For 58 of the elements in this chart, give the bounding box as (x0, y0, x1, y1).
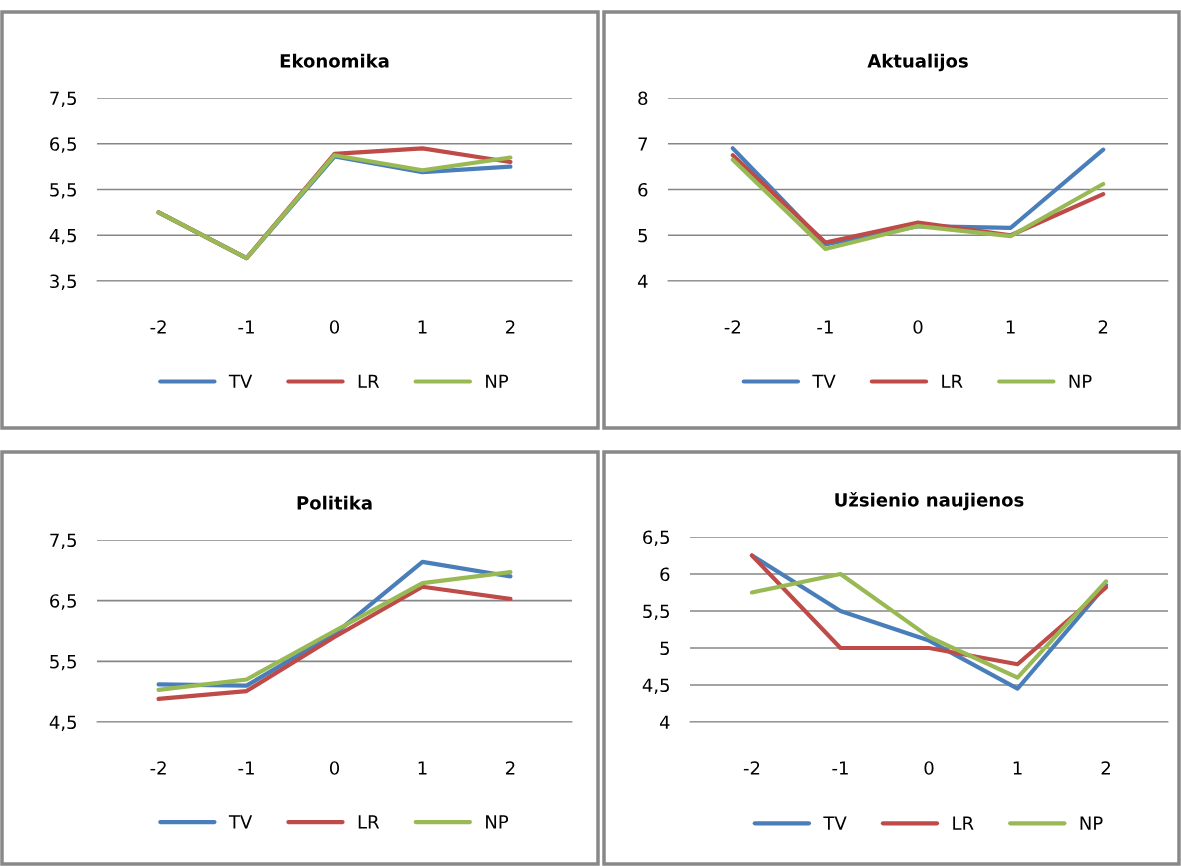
legend-label: TV (228, 374, 253, 388)
x-tick-label: -2 (150, 320, 166, 334)
x-tick-label: 2 (1098, 320, 1108, 334)
chart-title: Politika (297, 495, 372, 510)
line-series (156, 584, 513, 702)
x-tick-label: 0 (329, 320, 340, 334)
x-tick-label: 2 (1101, 761, 1110, 775)
x-tick-label: 2 (506, 320, 515, 334)
legend-label: TV (823, 816, 847, 830)
x-tick-label: -1 (238, 320, 254, 334)
y-tick-label: 5,5 (50, 655, 76, 671)
x-tick-label: 1 (418, 320, 427, 334)
y-tick-label: 5,5 (50, 183, 76, 199)
y-tick-label: 4,5 (49, 228, 76, 245)
legend-label: LR (358, 374, 380, 388)
y-tick-label: 5,5 (643, 604, 669, 620)
y-tick-label: 6,5 (50, 594, 76, 610)
legend-label: NP (486, 815, 509, 829)
x-tick-label: -2 (724, 320, 741, 334)
legend-label: TV (228, 815, 253, 829)
x-tick-label: 0 (329, 761, 340, 775)
y-tick-label: 5 (660, 641, 669, 656)
y-tick-label: 7,5 (50, 91, 76, 107)
legend-label: TV (812, 374, 836, 388)
y-tick-label: 4 (659, 715, 670, 729)
x-tick-label: -1 (817, 320, 833, 334)
line-series (749, 571, 1109, 680)
y-tick-label: 4 (637, 274, 648, 288)
y-tick-label: 4,5 (642, 678, 669, 694)
y-tick-label: 5 (638, 228, 647, 243)
y-tick-label: 8 (638, 91, 648, 106)
x-tick-label: 2 (506, 761, 515, 775)
x-tick-label: 0 (924, 761, 934, 775)
y-tick-label: 6,5 (50, 137, 76, 153)
x-tick-label: 1 (1013, 761, 1022, 775)
x-tick-label: 1 (1006, 320, 1015, 334)
y-tick-label: 6 (638, 182, 648, 197)
chart-title: Aktualijos (867, 53, 968, 72)
legend-label: LR (358, 815, 380, 829)
x-tick-label: -1 (238, 761, 254, 775)
x-tick-label: 0 (913, 320, 923, 334)
y-tick-label: 7,5 (50, 533, 76, 549)
y-tick-label: 6,5 (643, 530, 669, 546)
y-tick-label: 3,5 (50, 274, 76, 290)
chart-title: Ekonomika (280, 53, 389, 68)
legend-label: NP (1069, 374, 1092, 388)
y-tick-label: 7 (638, 137, 648, 151)
legend-label: NP (486, 374, 509, 388)
legend-label: NP (1080, 816, 1103, 830)
chart-title: Užsienio naujienos (835, 492, 1024, 511)
x-tick-label: -1 (832, 761, 848, 775)
y-tick-label: 6 (660, 567, 670, 582)
x-tick-label: -2 (743, 761, 760, 775)
y-tick-label: 4,5 (49, 715, 76, 731)
x-tick-label: 1 (418, 761, 427, 775)
legend-label: LR (942, 374, 963, 388)
legend-label: LR (953, 816, 974, 830)
x-tick-label: -2 (150, 761, 166, 775)
